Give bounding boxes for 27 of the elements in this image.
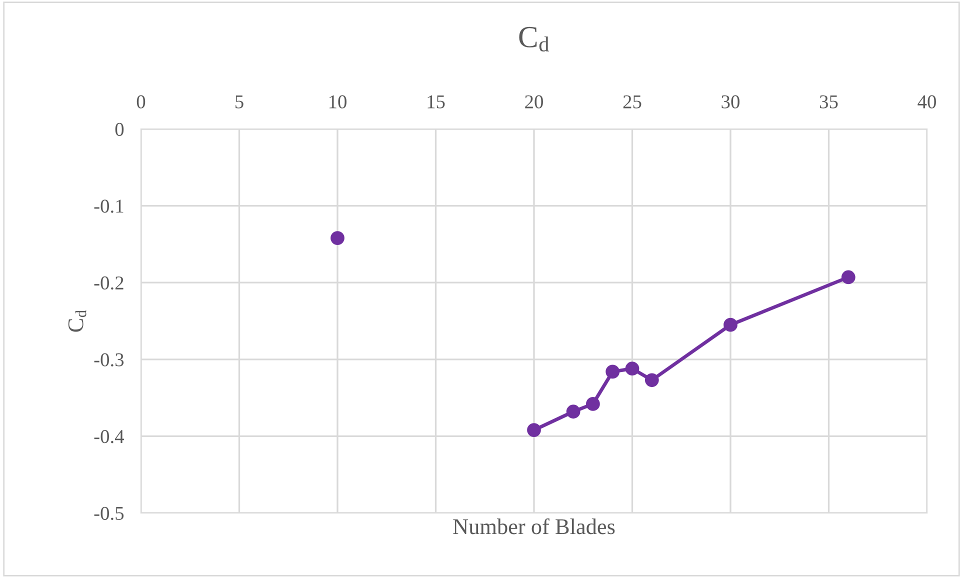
- x-tick-label: 0: [136, 95, 146, 108]
- x-tick-label: 20: [525, 95, 543, 108]
- x-tick-label: 15: [428, 95, 445, 108]
- y-tick-label: -0.1: [94, 200, 124, 213]
- point: [330, 231, 344, 245]
- x-axis-title: Number of Blades: [453, 518, 615, 534]
- point: [625, 362, 640, 376]
- y-tick-label: -0.3: [94, 353, 124, 366]
- y-tick-label: -0.4: [94, 430, 124, 444]
- point: [586, 397, 600, 411]
- point: [566, 404, 580, 419]
- x-tick-label: 30: [722, 95, 740, 108]
- point: [527, 423, 541, 437]
- y-tick-label: 0: [115, 122, 124, 136]
- x-tick-label: 10: [329, 95, 346, 108]
- y-tick-label: -0.5: [94, 506, 124, 520]
- point: [841, 270, 856, 284]
- x-tick-label: 40: [918, 95, 936, 108]
- point: [724, 318, 738, 332]
- x-tick-label: 5: [236, 95, 244, 108]
- chart-title: C$_{d}$: [519, 26, 550, 52]
- x-tick-label: 35: [820, 95, 838, 108]
- x-tick-label: 25: [623, 95, 642, 108]
- point: [606, 364, 620, 379]
- y-axis-title: C$_{d}$: [68, 310, 86, 332]
- point: [644, 373, 659, 388]
- y-tick-label: -0.2: [94, 276, 124, 290]
